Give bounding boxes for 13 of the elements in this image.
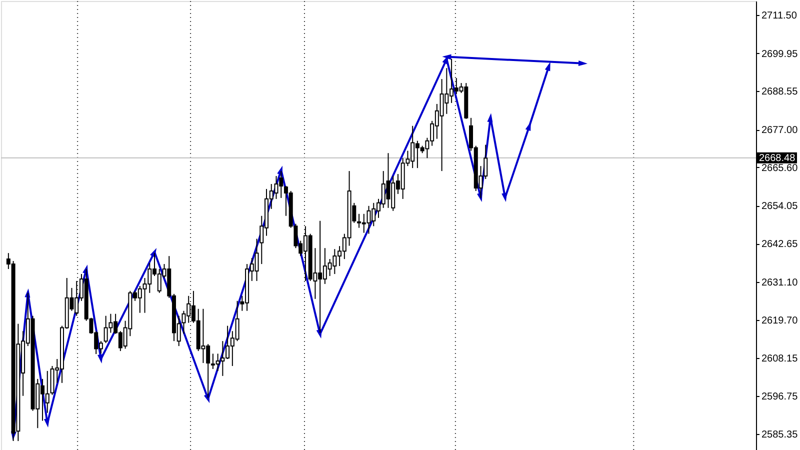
y-tick-label: 2619.70 [762,315,798,326]
y-tick-label: 2631.10 [762,277,798,288]
y-tick-label: 2688.55 [762,86,798,98]
y-tick-label: 2608.15 [762,354,798,365]
y-tick-label: 2711.50 [762,10,798,22]
ref-line-label: 2668.48 [759,152,796,164]
y-tick-label: 2642.65 [762,239,798,250]
y-tick-label: 2699.95 [762,48,798,60]
y-tick-label: 2677.00 [762,125,798,136]
y-tick-label: 2596.75 [762,392,798,403]
y-tick-label: 2665.60 [762,162,798,174]
y-tick-label: 2654.05 [762,201,798,212]
y-tick-label: 2585.35 [762,429,798,440]
